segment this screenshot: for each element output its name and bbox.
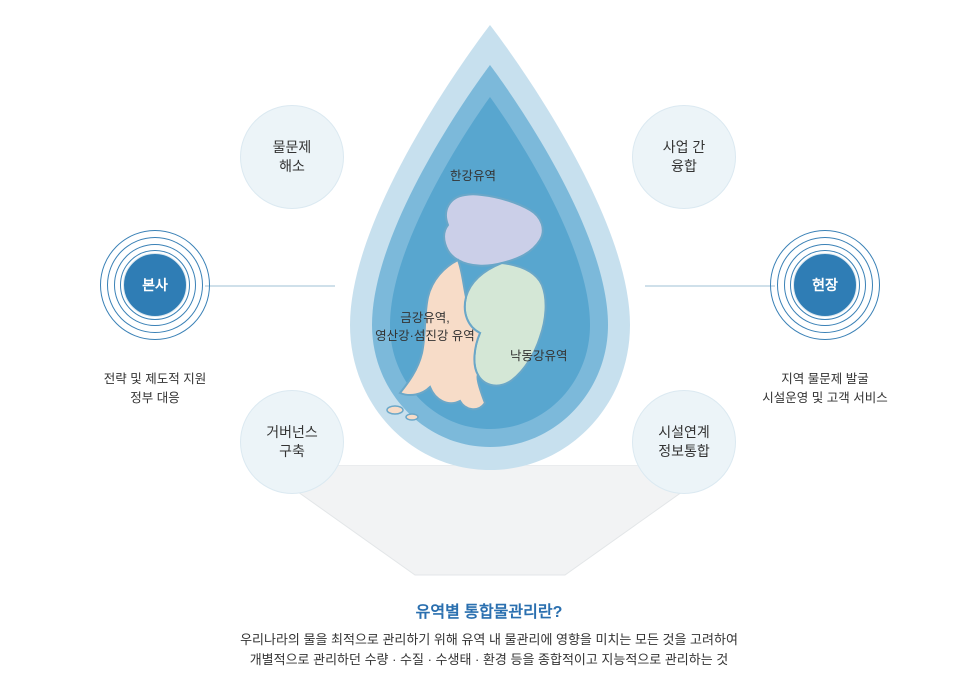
- map-label-hangang: 한강유역: [450, 165, 496, 184]
- bubble-problem-solving: 물문제 해소: [240, 105, 344, 209]
- node-field-desc: 지역 물문제 발굴 시설운영 및 고객 서비스: [735, 370, 915, 408]
- node-headquarters: 본사 전략 및 제도적 지원 정부 대응: [100, 230, 210, 340]
- node-headquarters-label: 본사: [142, 275, 168, 295]
- map-label-geumgang: 금강유역, 영산강·섬진강 유역: [355, 310, 495, 345]
- bubble-governance: 거버넌스 구축: [240, 390, 344, 494]
- node-headquarters-desc: 전략 및 제도적 지원 정부 대응: [65, 370, 245, 408]
- node-field-label: 현장: [812, 275, 838, 295]
- bubble-facility-info: 시설연계 정보통합: [632, 390, 736, 494]
- section-description: 우리나라의 물을 최적으로 관리하기 위해 유역 내 물관리에 영향을 미치는 …: [0, 630, 978, 670]
- diagram-canvas: 한강유역 금강유역, 영산강·섬진강 유역 낙동강유역 본사 전략 및 제도적 …: [0, 0, 978, 698]
- map-label-nakdong: 낙동강유역: [510, 345, 568, 364]
- section-title: 유역별 통합물관리란?: [0, 598, 978, 622]
- node-field: 현장 지역 물문제 발굴 시설운영 및 고객 서비스: [770, 230, 880, 340]
- bubble-business-convergence: 사업 간 융합: [632, 105, 736, 209]
- korea-basin-map: [370, 175, 610, 435]
